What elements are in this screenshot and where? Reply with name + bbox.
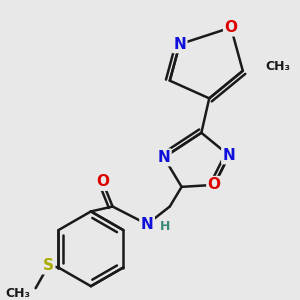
- Text: CH₃: CH₃: [266, 60, 290, 74]
- Text: O: O: [224, 20, 238, 35]
- Text: N: N: [158, 150, 170, 165]
- Text: N: N: [141, 217, 154, 232]
- Text: CH₃: CH₃: [6, 286, 31, 300]
- Text: O: O: [208, 177, 221, 192]
- Text: N: N: [223, 148, 236, 163]
- Text: S: S: [43, 258, 54, 273]
- Text: H: H: [160, 220, 170, 233]
- Text: N: N: [173, 37, 186, 52]
- Text: O: O: [96, 174, 109, 189]
